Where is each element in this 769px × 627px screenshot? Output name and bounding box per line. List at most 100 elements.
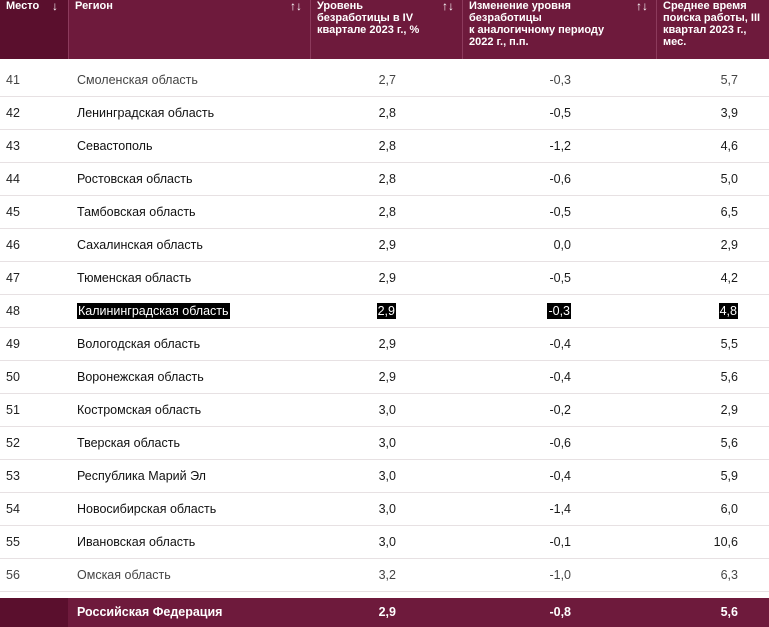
- cell-region: Смоленская область: [77, 73, 198, 87]
- cell-rate: 3,0: [378, 436, 396, 450]
- cell-place: 46: [6, 238, 20, 252]
- highlight-region: Калининградская область: [77, 303, 230, 319]
- cell-rate: 2,9: [378, 370, 396, 384]
- col-header-search-line: поиска работы, III: [663, 12, 761, 24]
- total-rate: 2,9: [378, 605, 396, 619]
- cell-region: Новосибирская область: [77, 502, 217, 516]
- cell-rate: 3,0: [378, 535, 396, 549]
- cell-rate: 2,8: [378, 205, 396, 219]
- cell-place: 44: [6, 172, 20, 186]
- highlight-search: 4,8: [718, 303, 738, 319]
- col-header-place-label: Место: [6, 0, 40, 12]
- sort-both-icon[interactable]: ↑↓: [290, 0, 302, 13]
- sort-desc-icon[interactable]: ↓: [52, 0, 58, 13]
- cell-place: 56: [6, 568, 20, 582]
- cell-search: 4,6: [720, 139, 738, 153]
- cell-region: Республика Марий Эл: [77, 469, 206, 483]
- col-header-search[interactable]: Среднее время поиска работы, III квартал…: [656, 0, 769, 59]
- cell-region: Калининградская область: [77, 295, 297, 328]
- cell-region: Севастополь: [77, 139, 153, 153]
- highlight-change: -0,3: [547, 303, 571, 319]
- table-row: 52 Тверская область 3,0 -0,6 5,6: [0, 427, 769, 460]
- cell-region: Тюменская область: [77, 271, 192, 285]
- table-row: 49 Вологодская область 2,9 -0,4 5,5: [0, 328, 769, 361]
- cell-place: 47: [6, 271, 20, 285]
- cell-place: 50: [6, 370, 20, 384]
- cell-rate: 2,7: [378, 73, 396, 87]
- table-row: 44 Ростовская область 2,8 -0,6 5,0: [0, 163, 769, 196]
- cell-change: -1,2: [549, 139, 571, 153]
- col-header-change-line: безработицы: [469, 12, 542, 24]
- table-header: Место ↓ Регион ↑↓ Уровень безработицы в …: [0, 0, 769, 59]
- cell-change: -0,4: [549, 370, 571, 384]
- cell-place: 48: [6, 304, 20, 318]
- highlight-rate: 2,9: [376, 303, 396, 319]
- cell-region: Ленинградская область: [77, 106, 215, 120]
- cell-rate: 2,8: [378, 172, 396, 186]
- cell-search: 2,9: [720, 238, 738, 252]
- table-row: 56 Омская область 3,2 -1,0 6,3: [0, 559, 769, 592]
- cell-search: 5,6: [720, 436, 738, 450]
- cell-region: Тверская область: [77, 436, 180, 450]
- cell-change: -0,5: [549, 106, 571, 120]
- col-header-search-label: Среднее время поиска работы, III квартал…: [663, 0, 760, 48]
- table-row: 50 Воронежская область 2,9 -0,4 5,6: [0, 361, 769, 394]
- col-header-rate-line: Уровень: [317, 0, 364, 12]
- cell-region: Воронежская область: [77, 370, 204, 384]
- cell-place: 53: [6, 469, 20, 483]
- col-header-place[interactable]: Место ↓: [0, 0, 68, 59]
- cell-region: Костромская область: [77, 403, 202, 417]
- cell-rate: 2,9: [378, 337, 396, 351]
- cell-search: 3,9: [720, 106, 738, 120]
- sort-both-icon[interactable]: ↑↓: [442, 0, 454, 13]
- total-search: 5,6: [720, 605, 738, 619]
- cell-place: 45: [6, 205, 20, 219]
- col-header-rate-line: безработицы в IV: [317, 12, 414, 24]
- cell-change: -0,4: [549, 337, 571, 351]
- cell-search: 5,6: [720, 370, 738, 384]
- col-header-rate-label: Уровень безработицы в IV квартале 2023 г…: [317, 0, 419, 36]
- cell-search: 6,0: [720, 502, 738, 516]
- cell-rate: 2,9: [378, 271, 396, 285]
- table-total-row: Российская Федерация 2,9 -0,8 5,6: [0, 598, 769, 627]
- cell-place: 51: [6, 403, 20, 417]
- table-row-highlighted: 48 Калининградская область 2,9 -0,3 4,8: [0, 295, 769, 328]
- cell-search: 6,5: [720, 205, 738, 219]
- cell-search: 4,8: [656, 295, 738, 328]
- cell-search: 5,0: [720, 172, 738, 186]
- table-row: 51 Костромская область 3,0 -0,2 2,9: [0, 394, 769, 427]
- cell-search: 5,9: [720, 469, 738, 483]
- col-header-change-line: Изменение уровня: [469, 0, 571, 12]
- cell-search: 5,7: [720, 73, 738, 87]
- col-header-region[interactable]: Регион ↑↓: [68, 0, 310, 59]
- table-row: 47 Тюменская область 2,9 -0,5 4,2: [0, 262, 769, 295]
- table-row: 54 Новосибирская область 3,0 -1,4 6,0: [0, 493, 769, 526]
- cell-rate: 2,8: [378, 139, 396, 153]
- cell-search: 4,2: [720, 271, 738, 285]
- cell-change: -0,5: [549, 205, 571, 219]
- table-row: 43 Севастополь 2,8 -1,2 4,6: [0, 130, 769, 163]
- total-change: -0,8: [549, 605, 571, 619]
- col-header-change-line: 2022 г., п.п.: [469, 36, 529, 48]
- cell-place: 42: [6, 106, 20, 120]
- col-header-change[interactable]: Изменение уровня безработицы к аналогичн…: [462, 0, 656, 59]
- cell-rate: 3,2: [378, 568, 396, 582]
- cell-place: 41: [6, 73, 20, 87]
- cell-change: -0,5: [549, 271, 571, 285]
- cell-change: -1,4: [549, 502, 571, 516]
- col-header-change-line: к аналогичному периоду: [469, 24, 605, 36]
- col-header-rate[interactable]: Уровень безработицы в IV квартале 2023 г…: [310, 0, 462, 59]
- table-body: 41 Смоленская область 2,7 -0,3 5,7 42 Ле…: [0, 64, 769, 592]
- cell-region: Ивановская область: [77, 535, 196, 549]
- cell-search: 6,3: [720, 568, 738, 582]
- cell-change: -0,2: [549, 403, 571, 417]
- cell-place: 49: [6, 337, 20, 351]
- cell-search: 5,5: [720, 337, 738, 351]
- table-row: 41 Смоленская область 2,7 -0,3 5,7: [0, 64, 769, 97]
- cell-change: 0,0: [553, 238, 571, 252]
- sort-both-icon[interactable]: ↑↓: [636, 0, 648, 13]
- cell-rate: 2,9: [378, 238, 396, 252]
- cell-change: -1,0: [549, 568, 571, 582]
- cell-rate: 3,0: [378, 403, 396, 417]
